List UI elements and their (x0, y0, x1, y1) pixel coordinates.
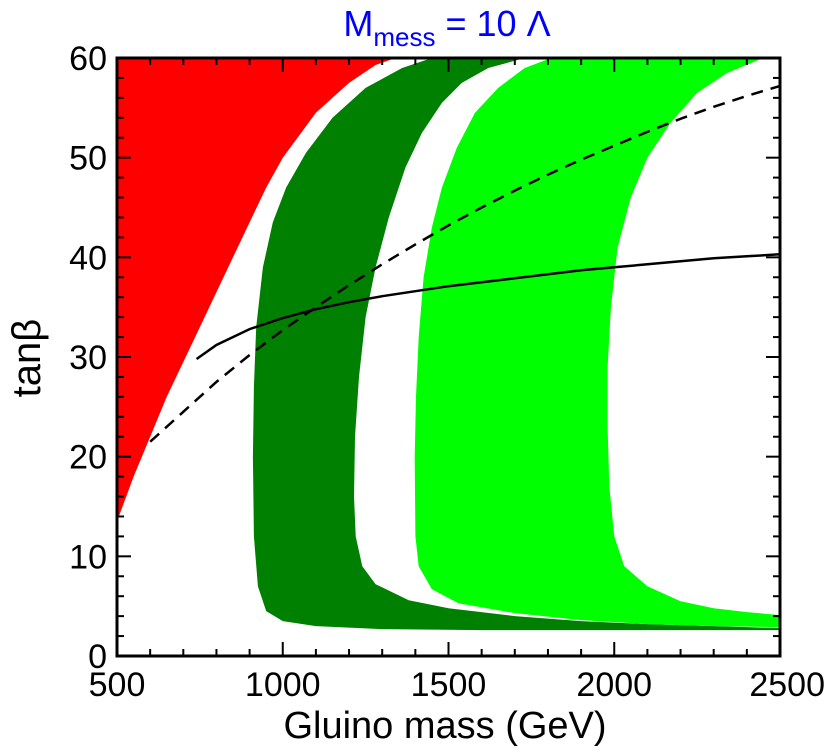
chart-title-main: M (343, 3, 373, 44)
y-tick-label: 10 (69, 538, 107, 576)
x-tick-label: 2000 (576, 666, 652, 704)
y-tick-label: 50 (69, 140, 107, 178)
y-tick-label: 20 (69, 439, 107, 477)
x-axis-title: Gluino mass (GeV) (283, 705, 606, 747)
ticks-layer: 500 1000 1500 2000 2500 0 10 20 30 40 50 60 (69, 40, 825, 704)
y-axis-title: tanβ (5, 319, 49, 398)
curves-layer (149, 84, 780, 443)
dashed-curve (149, 84, 780, 443)
y-tick-label: 30 (69, 339, 107, 377)
light-green-band (414, 58, 780, 628)
excluded-region (117, 58, 396, 522)
chart-title-subscript: mess (373, 22, 435, 52)
x-tick-label: 2500 (749, 666, 825, 704)
chart-title-suffix: = 10 Λ (436, 3, 551, 44)
y-tick-label: 40 (69, 239, 107, 277)
chart-title: Mmess = 10 Λ (343, 3, 550, 52)
x-tick-label: 1000 (245, 666, 321, 704)
x-tick-label: 500 (89, 666, 146, 704)
y-tick-label: 60 (69, 40, 107, 78)
dark-green-band (252, 58, 780, 631)
regions-layer (117, 58, 780, 631)
x-tick-label: 1500 (411, 666, 487, 704)
solid-curve (195, 253, 780, 361)
y-tick-label: 0 (88, 638, 107, 676)
